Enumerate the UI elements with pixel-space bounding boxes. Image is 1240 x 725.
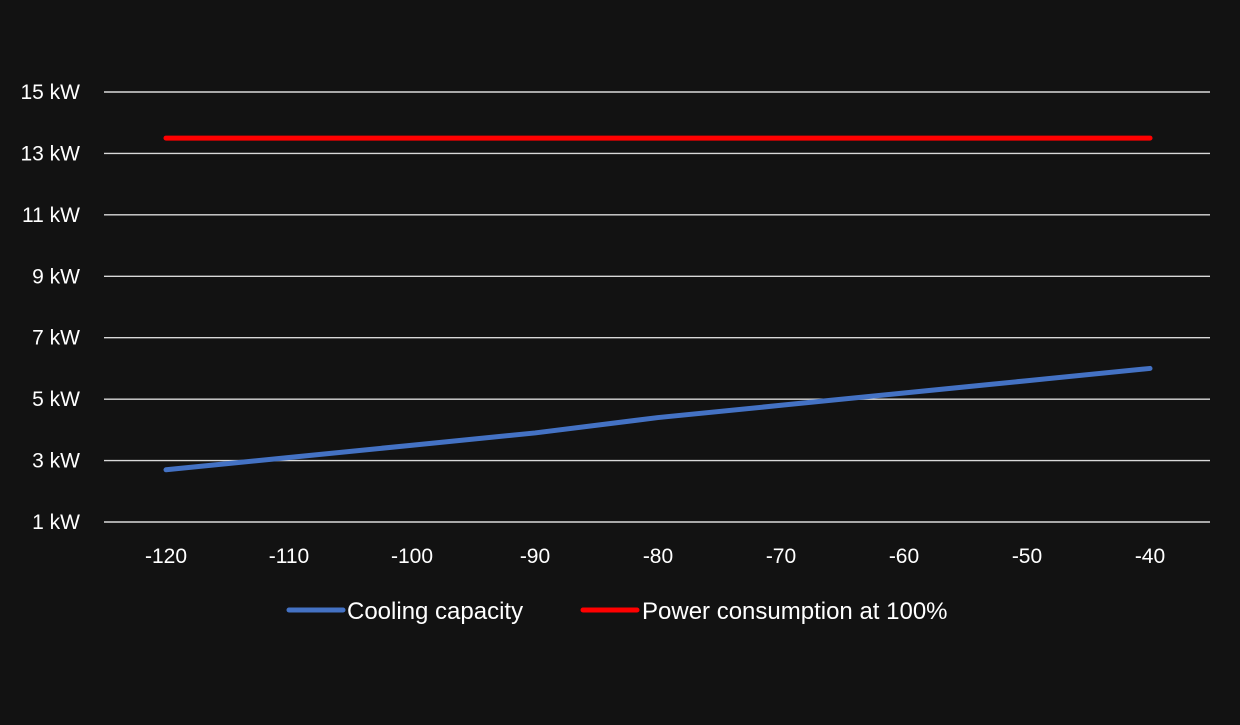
- x-tick-label: -80: [643, 545, 673, 568]
- x-tick-label: -60: [889, 545, 919, 568]
- y-axis-tick-labels: 1 kW 3 kW 5 kW 7 kW 9 kW 11 kW 13 kW 15 kW: [20, 81, 80, 534]
- x-tick-label: -90: [520, 545, 550, 568]
- x-tick-label: -100: [391, 545, 433, 568]
- y-tick-label: 15 kW: [20, 81, 80, 104]
- x-tick-label: -70: [766, 545, 796, 568]
- x-axis-tick-labels: -120 -110 -100 -90 -80 -70 -60 -50 -40: [145, 545, 1165, 568]
- legend-item: Power consumption at 100%: [580, 598, 948, 625]
- legend-label: Cooling capacity: [347, 598, 523, 625]
- legend: Cooling capacity Power consumption at 100…: [286, 598, 948, 625]
- y-tick-label: 9 kW: [32, 265, 80, 288]
- x-tick-label: -110: [269, 545, 309, 568]
- y-tick-label: 13 kW: [20, 142, 80, 165]
- y-tick-label: 7 kW: [32, 327, 80, 350]
- legend-item: Cooling capacity: [286, 598, 523, 625]
- y-tick-label: 11 kW: [22, 204, 80, 227]
- y-tick-label: 3 kW: [32, 450, 80, 473]
- y-tick-label: 5 kW: [32, 388, 80, 411]
- x-tick-label: -120: [145, 545, 187, 568]
- series-line-0: [163, 365, 1153, 473]
- x-tick-label: -40: [1135, 545, 1165, 568]
- gridlines: [104, 91, 1210, 523]
- series-lines: [163, 135, 1153, 473]
- y-tick-label: 1 kW: [32, 511, 80, 534]
- legend-label: Power consumption at 100%: [642, 598, 948, 625]
- x-tick-label: -50: [1012, 545, 1042, 568]
